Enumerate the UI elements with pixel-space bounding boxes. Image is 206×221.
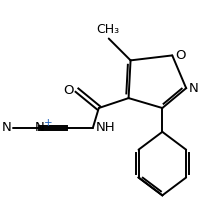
Text: +: + <box>44 118 53 128</box>
Text: O: O <box>175 49 186 62</box>
Text: N: N <box>2 121 12 134</box>
Text: NH: NH <box>96 121 115 134</box>
Text: O: O <box>63 84 74 97</box>
Text: N: N <box>34 121 44 134</box>
Text: N: N <box>189 82 199 95</box>
Text: CH₃: CH₃ <box>96 23 119 36</box>
